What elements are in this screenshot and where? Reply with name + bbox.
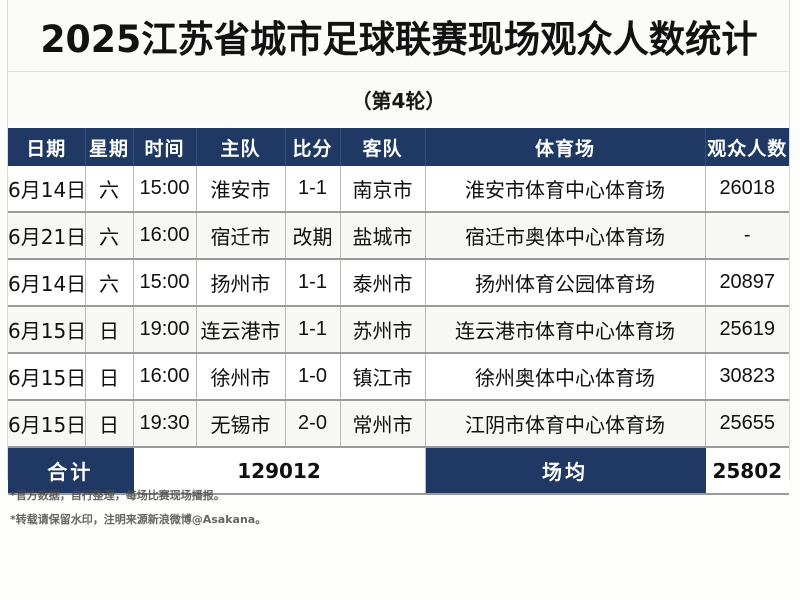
cell-date: 6月14日 — [8, 259, 86, 307]
cell-stadium: 扬州体育公园体育场 — [425, 259, 706, 307]
column-header-time: 时间 — [133, 128, 197, 166]
page-title: 2025江苏省城市足球联赛现场观众人数统计 — [39, 17, 758, 61]
cell-home: 徐州市 — [196, 353, 286, 401]
cell-weekday: 六 — [85, 259, 134, 307]
cell-time: 19:00 — [133, 306, 197, 354]
cell-away: 泰州市 — [340, 259, 426, 307]
cell-attendance: 20897 — [705, 259, 789, 307]
cell-weekday: 日 — [85, 306, 134, 354]
average-label: 场均 — [425, 447, 706, 495]
footnote-source: *官方数据，自行整理，每场比赛现场播报。 — [10, 489, 225, 502]
column-header-attendance: 观众人数 — [705, 128, 789, 166]
cell-stadium: 淮安市体育中心体育场 — [425, 166, 706, 213]
sheet-edge-right — [789, 0, 790, 480]
cell-score: 1-0 — [285, 353, 341, 401]
page-subtitle: （第4轮） — [351, 88, 446, 113]
schedule-table: 日期 星期 时间 主队 比分 客队 体育场 观众人数 6月14日 六 15:00… — [8, 128, 789, 495]
cell-weekday: 日 — [85, 400, 134, 448]
cell-time: 19:30 — [133, 400, 197, 448]
cell-away: 镇江市 — [340, 353, 426, 401]
table-header: 日期 星期 时间 主队 比分 客队 体育场 观众人数 — [8, 128, 789, 166]
cell-score: 1-1 — [285, 306, 341, 354]
column-header-weekday: 星期 — [85, 128, 134, 166]
cell-attendance: 26018 — [705, 166, 789, 213]
column-header-home: 主队 — [196, 128, 286, 166]
cell-date: 6月15日 — [8, 353, 86, 401]
cell-stadium: 徐州奥体中心体育场 — [425, 353, 706, 401]
cell-attendance: 30823 — [705, 353, 789, 401]
cell-away: 南京市 — [340, 166, 426, 213]
average-value: 25802 — [705, 447, 789, 495]
table-row: 6月14日 六 15:00 淮安市 1-1 南京市 淮安市体育中心体育场 260… — [8, 166, 789, 213]
title-banner: 2025江苏省城市足球联赛现场观众人数统计 — [8, 0, 789, 72]
cell-weekday: 六 — [85, 212, 134, 260]
cell-attendance: - — [705, 212, 789, 260]
cell-attendance: 25619 — [705, 306, 789, 354]
cell-date: 6月15日 — [8, 306, 86, 354]
cell-time: 15:00 — [133, 259, 197, 307]
table-row: 6月15日 日 16:00 徐州市 1-0 镇江市 徐州奥体中心体育场 3082… — [8, 353, 789, 401]
cell-time: 16:00 — [133, 212, 197, 260]
cell-date: 6月21日 — [8, 212, 86, 260]
cell-away: 常州市 — [340, 400, 426, 448]
cell-weekday: 日 — [85, 353, 134, 401]
cell-date: 6月15日 — [8, 400, 86, 448]
cell-stadium: 江阴市体育中心体育场 — [425, 400, 706, 448]
cell-away: 盐城市 — [340, 212, 426, 260]
summary-row: 合计 129012 场均 25802 — [8, 447, 789, 495]
table-row: 6月14日 六 15:00 扬州市 1-1 泰州市 扬州体育公园体育场 2089… — [8, 259, 789, 307]
cell-stadium: 宿迁市奥体中心体育场 — [425, 212, 706, 260]
cell-score: 改期 — [285, 212, 341, 260]
cell-date: 6月14日 — [8, 166, 86, 213]
column-header-stadium: 体育场 — [425, 128, 706, 166]
column-header-away: 客队 — [340, 128, 426, 166]
table-header-row: 日期 星期 时间 主队 比分 客队 体育场 观众人数 — [8, 128, 789, 166]
table-body: 6月14日 六 15:00 淮安市 1-1 南京市 淮安市体育中心体育场 260… — [8, 166, 789, 495]
table-row: 6月15日 日 19:30 无锡市 2-0 常州市 江阴市体育中心体育场 256… — [8, 400, 789, 448]
cell-score: 1-1 — [285, 166, 341, 213]
footnote-watermark: *转载请保留水印，注明来源新浪微博@Asakana。 — [10, 513, 267, 526]
cell-home: 无锡市 — [196, 400, 286, 448]
sheet-edge-left — [7, 0, 8, 480]
cell-attendance: 25655 — [705, 400, 789, 448]
cell-time: 16:00 — [133, 353, 197, 401]
column-header-date: 日期 — [8, 128, 86, 166]
subtitle-banner: （第4轮） — [8, 72, 789, 126]
cell-home: 连云港市 — [196, 306, 286, 354]
cell-home: 宿迁市 — [196, 212, 286, 260]
cell-home: 扬州市 — [196, 259, 286, 307]
table-row: 6月15日 日 19:00 连云港市 1-1 苏州市 连云港市体育中心体育场 2… — [8, 306, 789, 354]
footnotes: *官方数据，自行整理，每场比赛现场播报。 *转载请保留水印，注明来源新浪微博@A… — [10, 484, 510, 532]
column-header-score: 比分 — [285, 128, 341, 166]
schedule-table-wrap: 日期 星期 时间 主队 比分 客队 体育场 观众人数 6月14日 六 15:00… — [8, 128, 789, 495]
table-row: 6月21日 六 16:00 宿迁市 改期 盐城市 宿迁市奥体中心体育场 - — [8, 212, 789, 260]
cell-score: 1-1 — [285, 259, 341, 307]
cell-stadium: 连云港市体育中心体育场 — [425, 306, 706, 354]
cell-away: 苏州市 — [340, 306, 426, 354]
cell-time: 15:00 — [133, 166, 197, 213]
total-value: 129012 — [133, 447, 426, 495]
total-label: 合计 — [8, 447, 134, 495]
cell-score: 2-0 — [285, 400, 341, 448]
cell-weekday: 六 — [85, 166, 134, 213]
cell-home: 淮安市 — [196, 166, 286, 213]
